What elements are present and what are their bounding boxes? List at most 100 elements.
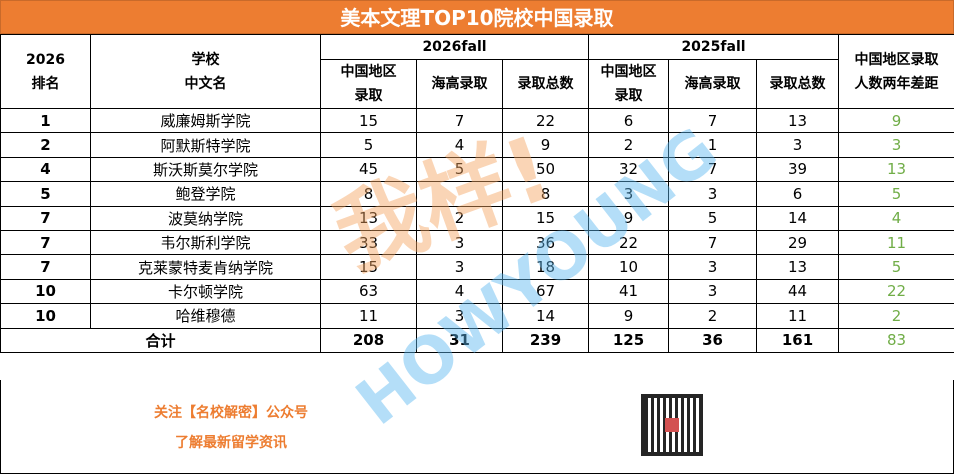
diff-cell: 22	[838, 278, 954, 305]
value-cell-c25: 2	[588, 132, 669, 158]
header-school: 学校 中文名	[90, 34, 321, 109]
rank-cell: 4	[0, 156, 91, 183]
rank-cell: 7	[0, 229, 91, 256]
value-cell-t25: 14	[756, 205, 839, 231]
value-cell-c25: 22	[588, 229, 669, 256]
value-cell-h25: 2	[668, 303, 757, 329]
diff-cell: 4	[838, 205, 954, 231]
school-cell: 鲍登学院	[90, 181, 321, 207]
value-cell-c26: 11	[320, 303, 417, 329]
value-cell-h25: 7	[668, 107, 757, 134]
value-cell-t25: 29	[756, 229, 839, 256]
value-cell-h25: 3	[668, 254, 757, 280]
footer: 关注【名校解密】公众号 了解最新留学资讯	[0, 380, 954, 474]
value-cell-c26: 33	[320, 229, 417, 256]
header-intl-2025: 海高录取	[668, 59, 757, 109]
school-cell: 斯沃斯莫尔学院	[90, 156, 321, 183]
value-cell-t25: 3	[756, 132, 839, 158]
total-diff: 83	[838, 327, 954, 353]
value-cell-h26: 4	[416, 132, 503, 158]
value-cell-t26: 15	[502, 205, 589, 231]
diff-cell: 11	[838, 229, 954, 256]
value-cell-t26: 9	[502, 132, 589, 158]
value-cell-h26: 4	[416, 278, 503, 305]
diff-cell: 5	[838, 254, 954, 280]
school-cell: 哈维穆德	[90, 303, 321, 329]
value-cell-h26: 5	[416, 156, 503, 183]
value-cell-t26: 50	[502, 156, 589, 183]
diff-cell: 13	[838, 156, 954, 183]
qr-code	[641, 394, 703, 456]
table-row: 5 鲍登学院 8 8 3 3 6 5	[0, 181, 954, 207]
value-cell-t26: 8	[502, 181, 589, 207]
table-row: 2 阿默斯特学院 5 4 9 2 1 3 3	[0, 132, 954, 158]
value-cell-h25: 7	[668, 156, 757, 183]
school-cell: 阿默斯特学院	[90, 132, 321, 158]
value-cell-c25: 10	[588, 254, 669, 280]
admissions-table: 2026 排名 学校 中文名 2026fall 2025fall 中国地区录取 人数两…	[0, 34, 954, 353]
rank-cell: 10	[0, 303, 91, 329]
diff-cell: 2	[838, 303, 954, 329]
value-cell-t25: 13	[756, 254, 839, 280]
value-cell-h25: 3	[668, 278, 757, 305]
rank-cell: 1	[0, 107, 91, 134]
value-cell-h25: 7	[668, 229, 757, 256]
header-total-2025: 录取总数	[756, 59, 839, 109]
school-cell: 卡尔顿学院	[90, 278, 321, 305]
table-row: 10 卡尔顿学院 63 4 67 41 3 44 22	[0, 278, 954, 305]
value-cell-t26: 67	[502, 278, 589, 305]
value-cell-h26: 2	[416, 205, 503, 231]
header-total-2026: 录取总数	[502, 59, 589, 109]
value-cell-c26: 63	[320, 278, 417, 305]
value-cell-h26	[416, 181, 503, 207]
value-cell-c25: 41	[588, 278, 669, 305]
value-cell-t25: 11	[756, 303, 839, 329]
header-diff: 中国地区录取 人数两年差距	[838, 34, 954, 109]
total-c26: 208	[320, 327, 417, 353]
value-cell-c26: 13	[320, 205, 417, 231]
rank-cell: 5	[0, 181, 91, 207]
table-row: 7 韦尔斯利学院 33 3 36 22 7 29 11	[0, 229, 954, 256]
value-cell-c26: 15	[320, 107, 417, 134]
school-cell: 克莱蒙特麦肯纳学院	[90, 254, 321, 280]
value-cell-t25: 39	[756, 156, 839, 183]
school-cell: 韦尔斯利学院	[90, 229, 321, 256]
table-title: 美本文理TOP10院校中国录取	[0, 0, 954, 34]
value-cell-c26: 8	[320, 181, 417, 207]
value-cell-c25: 6	[588, 107, 669, 134]
school-cell: 威廉姆斯学院	[90, 107, 321, 134]
table-row: 1 威廉姆斯学院 15 7 22 6 7 13 9	[0, 107, 954, 134]
rank-cell: 10	[0, 278, 91, 305]
value-cell-t26: 36	[502, 229, 589, 256]
value-cell-c25: 32	[588, 156, 669, 183]
diff-cell: 3	[838, 132, 954, 158]
value-cell-c25: 9	[588, 205, 669, 231]
value-cell-c25: 3	[588, 181, 669, 207]
value-cell-t25: 13	[756, 107, 839, 134]
value-cell-c26: 5	[320, 132, 417, 158]
value-cell-t25: 6	[756, 181, 839, 207]
table-row: 4 斯沃斯莫尔学院 45 5 50 32 7 39 13	[0, 156, 954, 183]
header-intl-2026: 海高录取	[416, 59, 503, 109]
value-cell-t26: 22	[502, 107, 589, 134]
header-china-2025: 中国地区 录取	[588, 59, 669, 109]
total-h26: 31	[416, 327, 503, 353]
table-row: 10 哈维穆德 11 3 14 9 2 11 2	[0, 303, 954, 329]
value-cell-c26: 15	[320, 254, 417, 280]
value-cell-h26: 3	[416, 303, 503, 329]
value-cell-t25: 44	[756, 278, 839, 305]
value-cell-t26: 14	[502, 303, 589, 329]
header-rank: 2026 排名	[0, 34, 91, 109]
rank-cell: 7	[0, 254, 91, 280]
value-cell-h26: 3	[416, 229, 503, 256]
header-2026fall: 2026fall	[320, 34, 589, 60]
total-c25: 125	[588, 327, 669, 353]
value-cell-h26: 7	[416, 107, 503, 134]
diff-cell: 9	[838, 107, 954, 134]
table-row: 7 波莫纳学院 13 2 15 9 5 14 4	[0, 205, 954, 231]
total-row: 合计 208 31 239 125 36 161 83	[0, 327, 954, 353]
school-cell: 波莫纳学院	[90, 205, 321, 231]
total-label: 合计	[0, 327, 321, 353]
value-cell-h25: 5	[668, 205, 757, 231]
header-2025fall: 2025fall	[588, 34, 839, 60]
